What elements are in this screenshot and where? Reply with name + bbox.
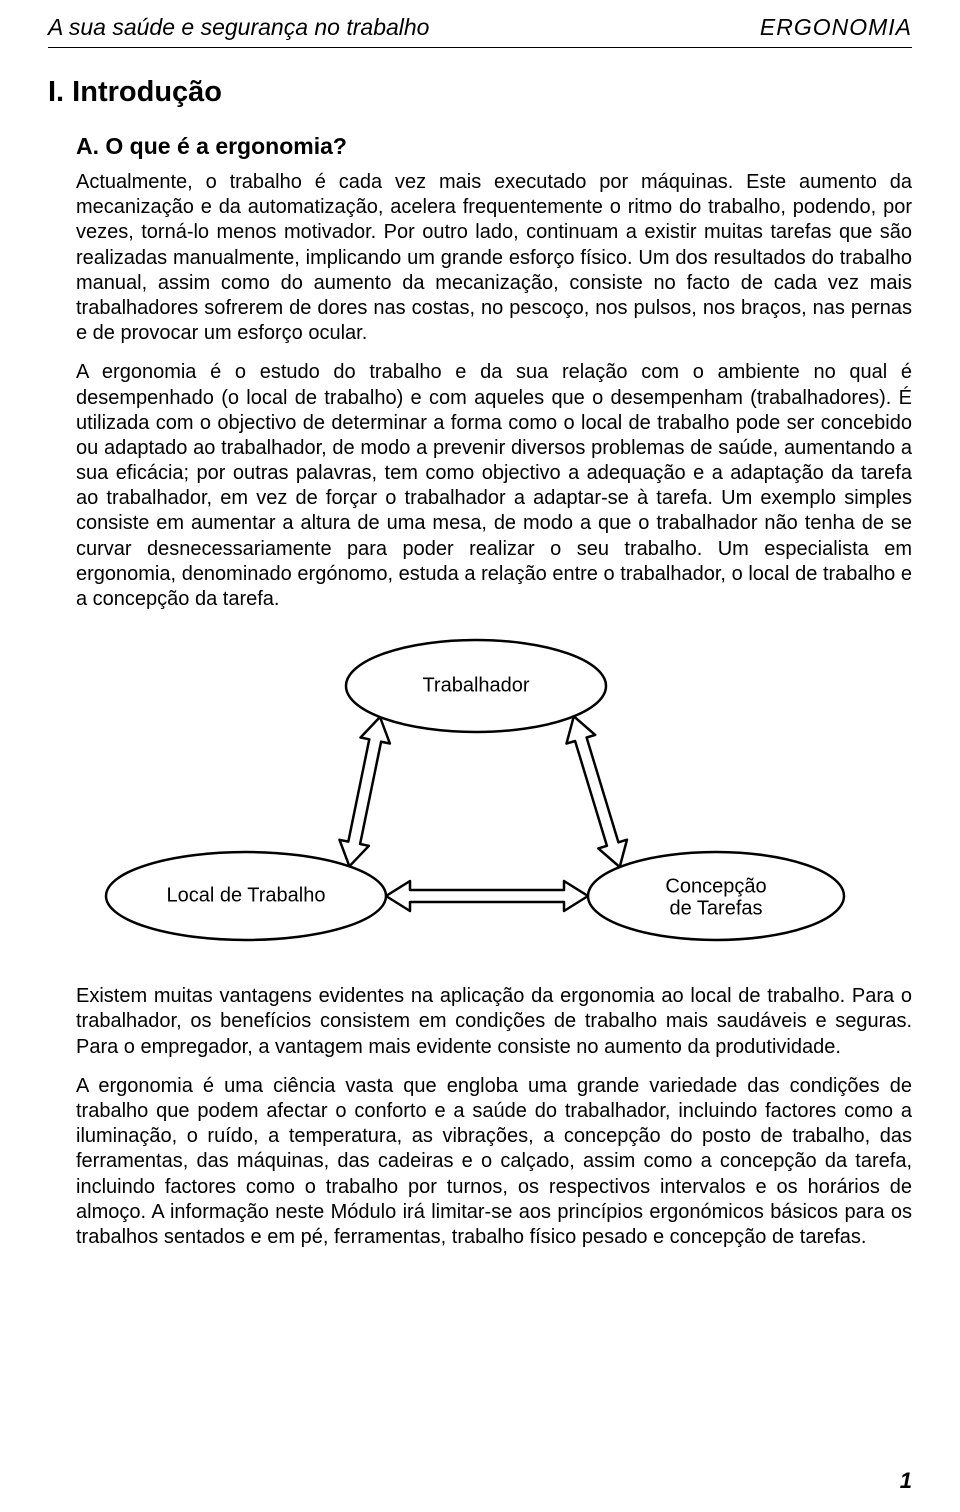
subsection-title: A. O que é a ergonomia?: [76, 133, 912, 160]
paragraph-2: A ergonomia é o estudo do trabalho e da …: [76, 360, 912, 612]
ergonomics-triangle-diagram: Trabalhador Local de Trabalho Concepçãode …: [76, 626, 876, 966]
diagram-label-trabalhador: Trabalhador: [422, 674, 529, 696]
header-rule: [48, 47, 912, 48]
header-left: A sua saúde e segurança no trabalho: [48, 14, 429, 41]
paragraph-3: Existem muitas vantagens evidentes na ap…: [76, 984, 912, 1060]
diagram-arrow: [386, 881, 588, 911]
paragraph-1: Actualmente, o trabalho é cada vez mais …: [76, 170, 912, 346]
diagram-arrow: [567, 716, 628, 867]
header-right: ERGONOMIA: [760, 14, 912, 41]
running-header: A sua saúde e segurança no trabalho ERGO…: [48, 14, 912, 41]
diagram-svg: Trabalhador Local de Trabalho Concepçãode …: [76, 626, 876, 966]
diagram-label-concepcao-line1: Concepção: [665, 875, 766, 897]
page: A sua saúde e segurança no trabalho ERGO…: [0, 0, 960, 1512]
paragraph-4: A ergonomia é uma ciência vasta que engl…: [76, 1074, 912, 1250]
diagram-arrow: [340, 717, 390, 866]
section-title: I. Introdução: [48, 76, 912, 109]
page-number: 1: [900, 1468, 912, 1494]
diagram-label-local: Local de Trabalho: [166, 884, 325, 906]
diagram-label-concepcao-line2: de Tarefas: [669, 897, 762, 919]
